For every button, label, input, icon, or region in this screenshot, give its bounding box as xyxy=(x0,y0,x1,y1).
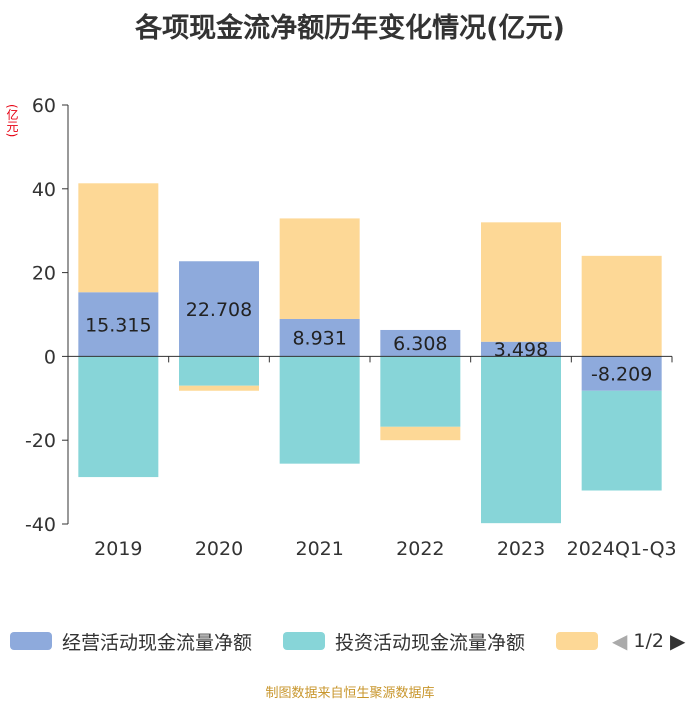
legend-swatch-financing xyxy=(556,632,598,650)
data-label-operating: 15.315 xyxy=(85,314,151,336)
data-label-operating: 6.308 xyxy=(393,333,447,355)
legend-pager: ◀ 1/2 ▶ xyxy=(612,626,685,656)
legend-swatch-investing xyxy=(283,632,325,650)
bar-financing-2022 xyxy=(380,426,461,441)
y-tick-label: 0 xyxy=(44,346,56,368)
x-tick-label: 2023 xyxy=(497,538,545,560)
y-tick-label: 40 xyxy=(32,179,56,201)
chart-title: 各项现金流净额历年变化情况(亿元) xyxy=(135,13,565,44)
x-tick-label: 2024Q1-Q3 xyxy=(567,538,677,560)
bar-operating-2021 xyxy=(279,318,360,357)
y-tick-label: 20 xyxy=(32,263,56,285)
data-label-operating: -8.209 xyxy=(591,364,652,386)
bar-operating-2023 xyxy=(481,341,561,357)
legend-swatch-operating xyxy=(10,632,52,650)
legend-item-financing[interactable] xyxy=(556,626,598,656)
legend-page-indicator: 1/2 xyxy=(633,630,664,652)
legend-label-investing: 投资活动现金流量净额 xyxy=(335,631,526,654)
bar-investing-2024Q1-Q3 xyxy=(581,390,662,491)
x-tick-label: 2021 xyxy=(295,538,343,560)
bar-financing-2019 xyxy=(78,183,159,293)
bar-investing-2020 xyxy=(179,356,259,386)
data-source-note: 制图数据来自恒生聚源数据库 xyxy=(265,686,435,701)
x-tick-label: 2019 xyxy=(94,538,142,560)
bar-operating-2022 xyxy=(380,329,461,357)
legend-label-operating: 经营活动现金流量净额 xyxy=(62,631,253,654)
bar-operating-2020 xyxy=(179,261,259,357)
legend-next-page-icon[interactable]: ▶ xyxy=(669,629,686,653)
bar-operating-2024Q1-Q3 xyxy=(581,356,662,391)
bar-financing-2021 xyxy=(279,218,360,319)
bar-investing-2023 xyxy=(481,356,561,524)
legend-item-investing[interactable]: 投资活动现金流量净额 xyxy=(283,626,525,656)
x-tick-label: 2020 xyxy=(195,538,243,560)
bar-financing-2023 xyxy=(481,222,561,342)
bar-financing-2024Q1-Q3 xyxy=(581,255,662,357)
legend-prev-page-icon[interactable]: ◀ xyxy=(612,629,628,653)
data-label-operating: 22.708 xyxy=(186,299,252,321)
y-tick-label: -40 xyxy=(25,514,56,536)
data-label-operating: 8.931 xyxy=(292,328,346,350)
legend-item-operating[interactable]: 经营活动现金流量净额 xyxy=(10,626,252,656)
bar-investing-2019 xyxy=(78,356,159,478)
x-tick-label: 2022 xyxy=(396,538,444,560)
bar-investing-2021 xyxy=(279,356,360,464)
data-label-operating: 3.498 xyxy=(494,339,548,361)
bar-investing-2022 xyxy=(380,356,461,427)
y-axis-unit-label: (亿元) xyxy=(5,104,19,138)
y-tick-label: 60 xyxy=(32,95,56,117)
y-tick-label: -20 xyxy=(25,430,56,452)
bar-financing-2020 xyxy=(179,385,259,391)
bar-operating-2019 xyxy=(78,292,159,357)
